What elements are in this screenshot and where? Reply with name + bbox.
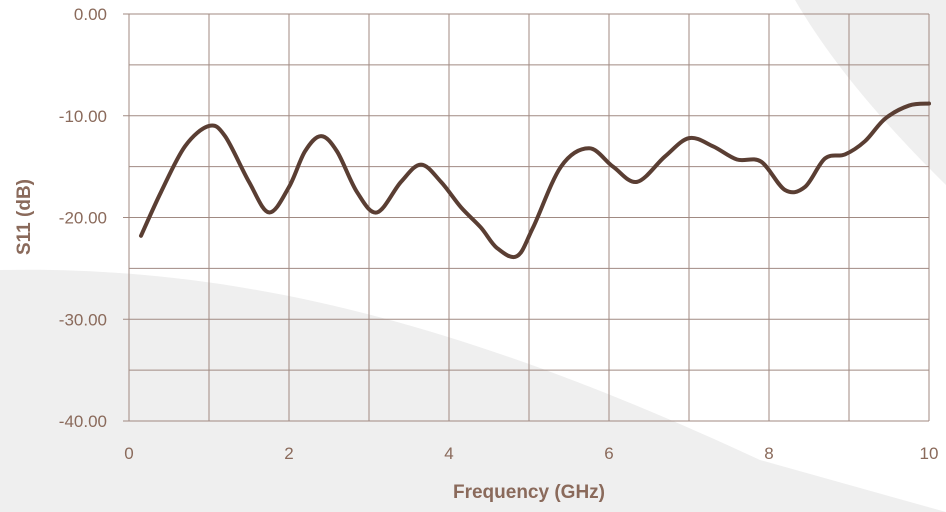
series-layer xyxy=(139,101,931,259)
x-tick-label: 2 xyxy=(284,444,293,463)
background-swoosh-bottom xyxy=(0,269,946,512)
s11-series-line xyxy=(139,101,931,259)
background-swoosh-top-right xyxy=(795,0,946,185)
x-axis-tick-labels: 0 2 4 6 8 10 xyxy=(124,444,938,463)
x-tick-label: 10 xyxy=(920,444,939,463)
grid-lines xyxy=(123,13,930,422)
x-tick-label: 0 xyxy=(124,444,133,463)
y-axis-tick-labels: 0.00 -10.00 -20.00 -30.00 -40.00 xyxy=(59,5,107,431)
y-tick-label: -30.00 xyxy=(59,310,107,329)
x-tick-label: 6 xyxy=(604,444,613,463)
y-tick-label: 0.00 xyxy=(74,5,107,24)
y-tick-label: -20.00 xyxy=(59,209,107,228)
y-tick-label: -40.00 xyxy=(59,412,107,431)
x-axis-title: Frequency (GHz) xyxy=(453,482,605,503)
y-tick-label: -10.00 xyxy=(59,107,107,126)
x-tick-label: 4 xyxy=(444,444,453,463)
y-axis-title: S11 (dB) xyxy=(14,179,35,255)
x-tick-label: 8 xyxy=(764,444,773,463)
